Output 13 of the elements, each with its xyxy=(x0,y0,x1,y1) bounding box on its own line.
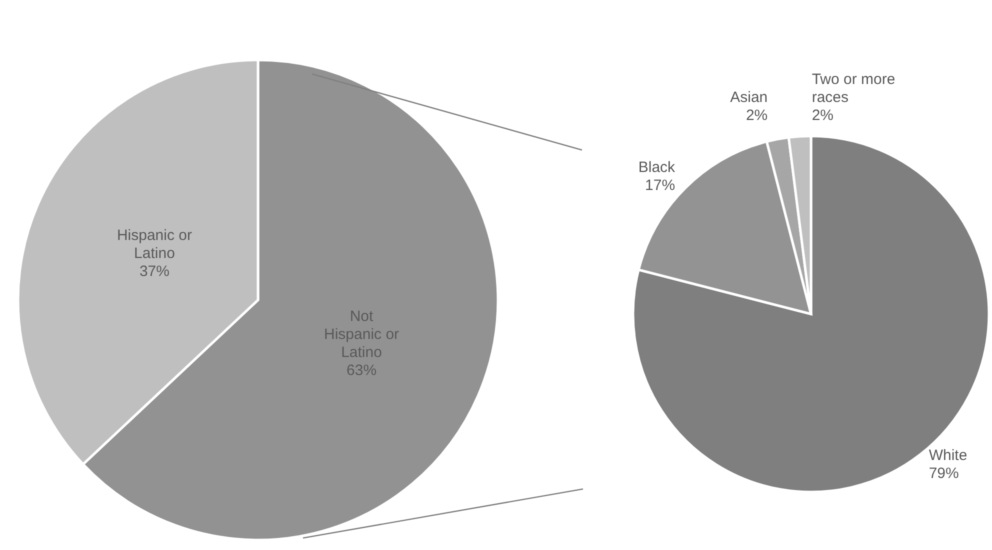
data-label: 79% xyxy=(928,464,959,482)
pie-slice xyxy=(632,134,990,494)
slice-label: Two or more races xyxy=(812,71,896,106)
slice-label: Hispanic or Latino xyxy=(116,227,192,262)
slice-label: Black xyxy=(638,159,676,176)
slice-label: Asian xyxy=(730,89,768,106)
data-label: 17% xyxy=(645,177,676,194)
slice-label: Not Hispanic or Latino xyxy=(324,308,400,361)
data-label: 2% xyxy=(812,107,834,124)
data-label: 63% xyxy=(346,362,377,379)
data-label: 2% xyxy=(746,107,768,124)
slice-label: White xyxy=(928,446,968,464)
data-label: 37% xyxy=(139,263,170,280)
